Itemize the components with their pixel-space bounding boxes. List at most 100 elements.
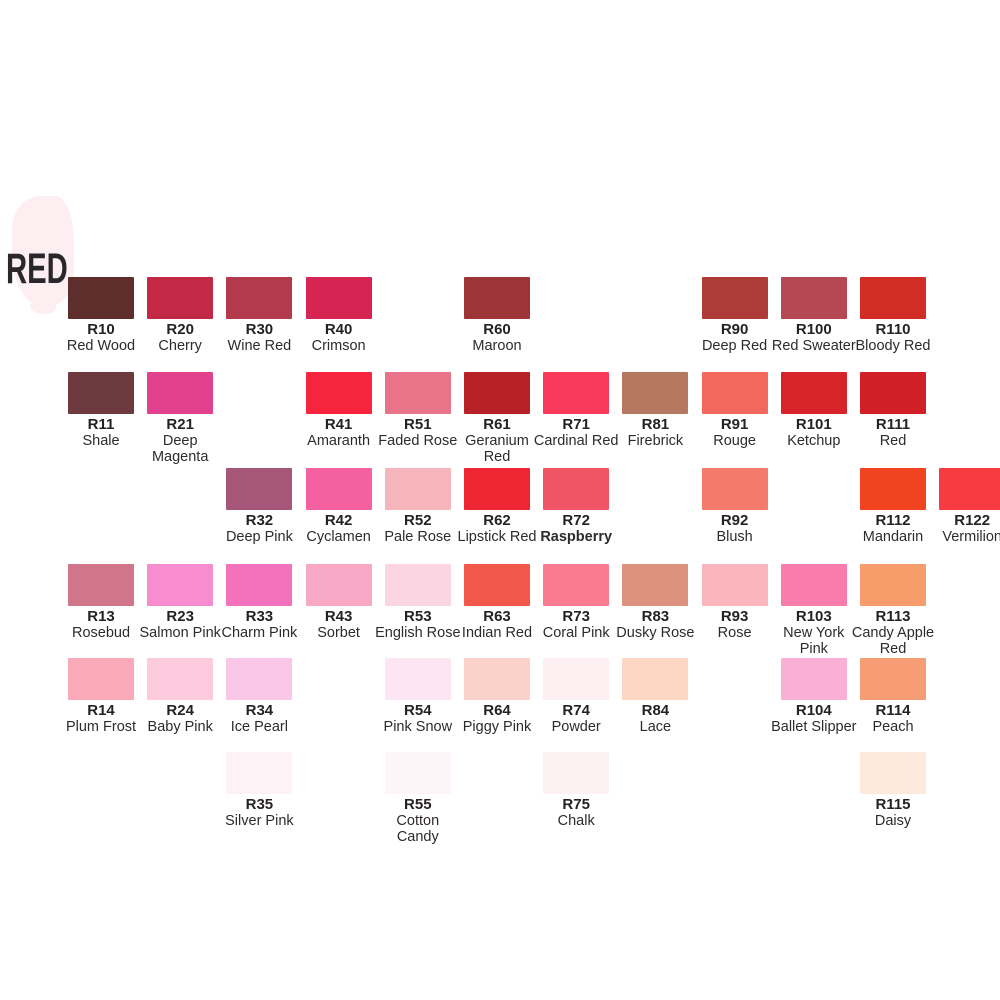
swatch-code: R81 [641, 416, 670, 433]
swatch-name: Red [879, 433, 907, 449]
color-swatch [147, 658, 214, 700]
swatch-label: R41 Amaranth [296, 417, 382, 450]
swatch-label: R114 Peach [850, 703, 936, 736]
swatch-name: Cotton Candy [396, 813, 440, 845]
color-swatch [543, 752, 610, 794]
swatch-code: R30 [245, 321, 274, 338]
brush-stroke-tail [30, 298, 56, 314]
color-swatch [622, 658, 689, 700]
brush-stroke-decoration [12, 196, 74, 306]
page-title: RED [6, 245, 68, 293]
swatch-label: R84 Lace [612, 702, 698, 736]
color-swatch [305, 468, 372, 510]
swatch-name: Daisy [874, 813, 912, 829]
color-swatch [305, 277, 372, 319]
swatch-code: R90 [720, 321, 749, 338]
swatch-name: Deep Magenta [151, 433, 209, 465]
swatch-code: R10 [87, 321, 115, 338]
swatch-code: R101 [795, 416, 832, 433]
swatch-code: R51 [404, 416, 432, 433]
swatch-name: English Rose [375, 625, 461, 641]
swatch-label: R53 English Rose [375, 608, 461, 642]
swatch-name: Rose [717, 625, 752, 641]
color-swatch [701, 564, 768, 606]
color-swatch [305, 564, 372, 606]
swatch-name: Red Sweater [771, 338, 856, 354]
swatch-label: R122 Vermilion [929, 512, 1000, 546]
swatch-label: R64 Piggy Pink [454, 702, 540, 736]
swatch-name: Red Wood [66, 338, 136, 354]
color-swatch [305, 372, 372, 414]
swatch-code: R72 [562, 512, 590, 529]
swatch-name: Firebrick [627, 433, 684, 449]
swatch-code: R64 [483, 702, 511, 719]
swatch-code: R53 [404, 608, 432, 625]
swatch-name: Ice Pearl [230, 719, 288, 735]
color-swatch [384, 564, 451, 606]
swatch-label: R75 Chalk [533, 796, 619, 830]
color-swatch [384, 658, 451, 700]
swatch-label: R111 Red [850, 416, 936, 450]
swatch-code: R35 [245, 796, 274, 813]
swatch-code: R103 [795, 608, 832, 625]
swatch-code: R75 [562, 796, 590, 813]
swatch-code: R20 [166, 321, 194, 338]
swatch-label: R91 Rouge [692, 416, 778, 450]
swatch-label: R42 Cyclamen [296, 512, 382, 546]
swatch-name: Raspberry [540, 529, 613, 545]
swatch-name: New York Pink [783, 625, 845, 657]
swatch-code: R112 [875, 512, 911, 529]
swatch-code: R122 [954, 512, 991, 529]
swatch-code: R111 [875, 416, 911, 433]
swatch-label: R71 Cardinal Red [533, 416, 619, 450]
swatch-code: R23 [166, 608, 194, 625]
swatch-label: R103 New York Pink [771, 608, 857, 658]
swatch-code: R55 [404, 796, 432, 813]
swatch-code: R60 [483, 321, 511, 338]
swatch-code: R104 [795, 702, 832, 719]
swatch-code: R52 [404, 512, 432, 529]
swatch-name: Coral Pink [542, 625, 610, 641]
color-swatch [543, 372, 610, 414]
swatch-code: R91 [720, 416, 749, 433]
swatch-label: R14 Plum Frost [58, 702, 144, 736]
swatch-label: R35 Silver Pink [216, 796, 302, 830]
color-swatch [701, 277, 768, 319]
color-swatch [464, 277, 530, 319]
swatch-code: R113 [875, 608, 911, 625]
swatch-name: Indian Red [461, 625, 533, 641]
swatch-label: R74 Powder [533, 702, 619, 736]
swatch-label: R32 Deep Pink [216, 513, 302, 546]
swatch-label: R33 Charm Pink [216, 609, 302, 642]
color-swatch [68, 658, 134, 700]
swatch-name: Bloody Red [855, 338, 931, 354]
color-swatch [543, 564, 610, 606]
swatch-code: R71 [562, 416, 590, 433]
swatch-code: R84 [641, 702, 670, 719]
swatch-label: R23 Salmon Pink [137, 608, 223, 642]
swatch-code: R74 [562, 702, 590, 719]
swatch-label: R34 Ice Pearl [216, 703, 302, 736]
swatch-name: Rouge [713, 433, 756, 449]
swatch-code: R11 [87, 416, 115, 433]
color-swatch [226, 658, 293, 700]
swatch-label: R92 Blush [692, 513, 778, 546]
color-swatch [860, 564, 926, 606]
swatch-name: Maroon [472, 338, 522, 354]
color-swatch [543, 468, 610, 510]
swatch-name: Cyclamen [306, 529, 371, 545]
swatch-code: R42 [324, 512, 353, 529]
swatch-code: R100 [795, 321, 832, 338]
swatch-name: Cardinal Red [533, 433, 619, 449]
swatch-code: R14 [87, 702, 115, 719]
swatch-name: Baby Pink [147, 719, 213, 735]
swatch-label: R51 Faded Rose [375, 416, 461, 450]
swatch-label: R55 Cotton Candy [375, 796, 461, 846]
color-swatch [147, 277, 214, 319]
color-swatch [464, 658, 530, 700]
swatch-code: R83 [641, 608, 670, 625]
swatch-name: Deep Pink [225, 529, 293, 545]
color-swatch [226, 564, 293, 606]
color-swatch [939, 468, 1000, 510]
